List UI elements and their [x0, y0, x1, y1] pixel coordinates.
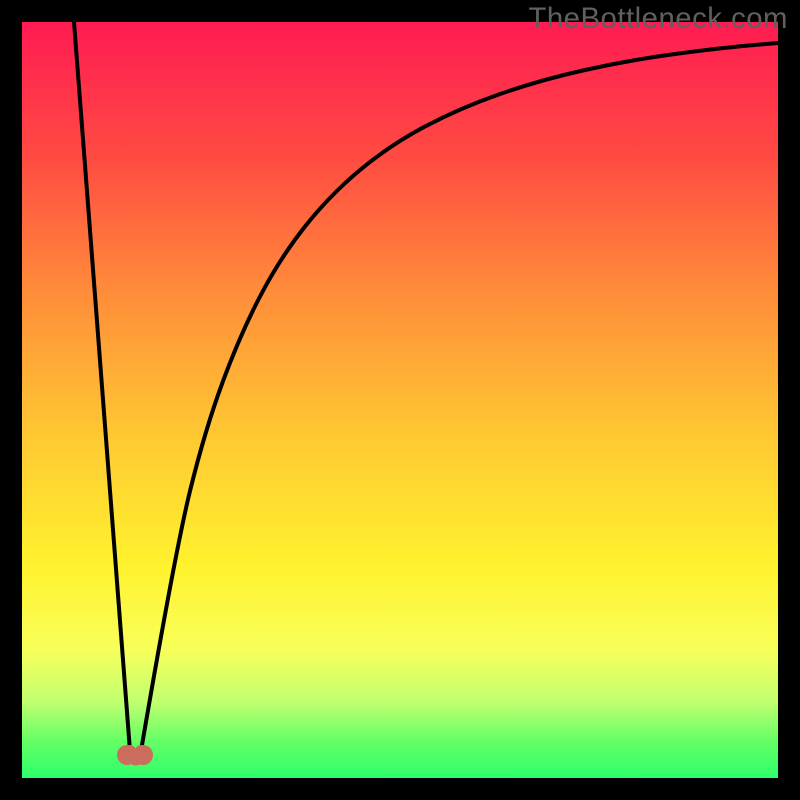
watermark-text: TheBottleneck.com [528, 2, 788, 36]
chart-stage: TheBottleneck.com [0, 0, 800, 800]
chart-gradient-background [22, 22, 778, 778]
